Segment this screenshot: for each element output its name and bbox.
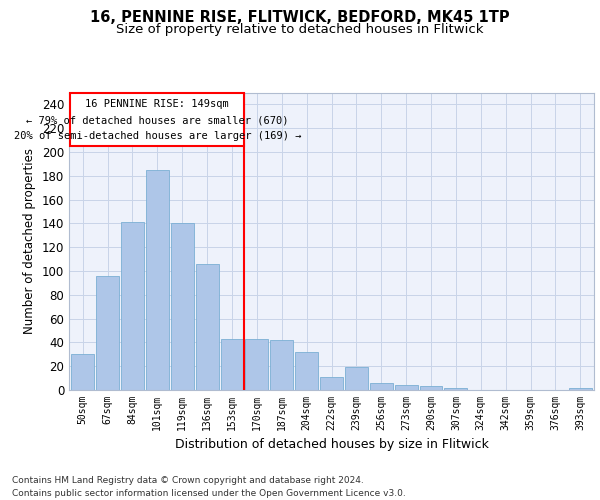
Bar xyxy=(395,385,418,390)
Text: 20% of semi-detached houses are larger (169) →: 20% of semi-detached houses are larger (… xyxy=(14,132,301,141)
Text: 16, PENNINE RISE, FLITWICK, BEDFORD, MK45 1TP: 16, PENNINE RISE, FLITWICK, BEDFORD, MK4… xyxy=(90,10,510,25)
Text: Contains public sector information licensed under the Open Government Licence v3: Contains public sector information licen… xyxy=(12,489,406,498)
Bar xyxy=(171,224,194,390)
FancyBboxPatch shape xyxy=(70,92,244,146)
Text: Size of property relative to detached houses in Flitwick: Size of property relative to detached ho… xyxy=(116,22,484,36)
Y-axis label: Number of detached properties: Number of detached properties xyxy=(23,148,36,334)
Bar xyxy=(345,368,368,390)
Bar xyxy=(569,388,592,390)
Text: 16 PENNINE RISE: 149sqm: 16 PENNINE RISE: 149sqm xyxy=(85,100,229,110)
Bar xyxy=(445,388,467,390)
Bar xyxy=(196,264,218,390)
Bar xyxy=(270,340,293,390)
Bar xyxy=(320,377,343,390)
Bar xyxy=(96,276,119,390)
Bar xyxy=(370,383,393,390)
Bar xyxy=(121,222,144,390)
X-axis label: Distribution of detached houses by size in Flitwick: Distribution of detached houses by size … xyxy=(175,438,488,452)
Bar xyxy=(146,170,169,390)
Bar xyxy=(419,386,442,390)
Text: ← 79% of detached houses are smaller (670): ← 79% of detached houses are smaller (67… xyxy=(26,116,289,126)
Bar xyxy=(245,339,268,390)
Bar xyxy=(221,339,244,390)
Text: Contains HM Land Registry data © Crown copyright and database right 2024.: Contains HM Land Registry data © Crown c… xyxy=(12,476,364,485)
Bar xyxy=(295,352,318,390)
Bar xyxy=(71,354,94,390)
